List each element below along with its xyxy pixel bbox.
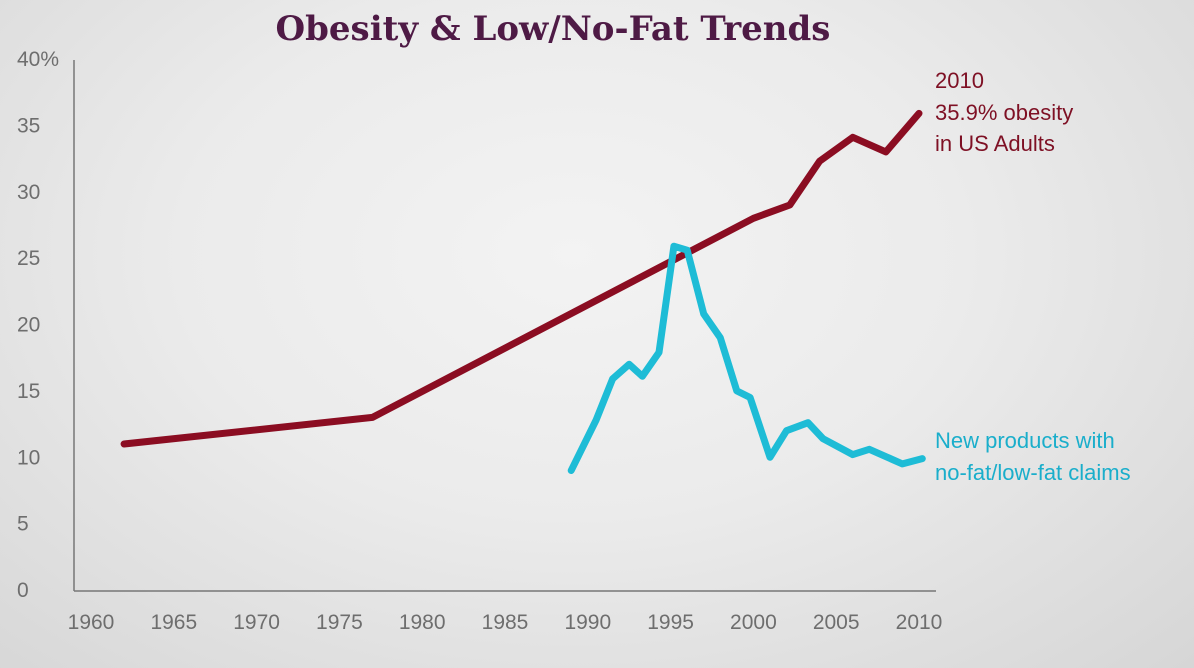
x-tick-label: 1975 xyxy=(316,611,363,634)
x-tick-label: 1965 xyxy=(150,611,197,634)
annotation-obesity-line-2: 35.9% obesity xyxy=(935,100,1073,125)
y-tick-label: 5 xyxy=(17,513,29,536)
y-tick-label: 20 xyxy=(17,314,40,337)
y-tick-label: 15 xyxy=(17,380,40,403)
annotation-products-line-1: New products with xyxy=(935,428,1115,453)
x-tick-label: 1980 xyxy=(399,611,446,634)
x-tick-label: 1990 xyxy=(564,611,611,634)
x-tick-labels: 1960 1965 1970 1975 1980 1985 1990 1995 2000 2005… xyxy=(68,611,943,634)
x-tick-label: 1995 xyxy=(647,611,694,634)
x-tick-label: 2005 xyxy=(813,611,860,634)
y-tick-label: 40% xyxy=(17,48,59,71)
x-tick-label: 1960 xyxy=(68,611,115,634)
y-tick-label: 0 xyxy=(17,579,29,602)
x-tick-label: 2010 xyxy=(896,611,943,634)
annotation-obesity-line-3: in US Adults xyxy=(935,131,1055,156)
y-tick-labels: 0 5 10 15 20 25 30 35 40% xyxy=(17,48,59,602)
x-tick-label: 1985 xyxy=(482,611,529,634)
x-tick-label: 1970 xyxy=(233,611,280,634)
annotation-products-line-2: no-fat/low-fat claims xyxy=(935,460,1131,485)
y-tick-label: 35 xyxy=(17,114,40,137)
low-fat-products-series-line xyxy=(567,242,926,474)
y-tick-label: 30 xyxy=(17,181,40,204)
obesity-series-line xyxy=(120,109,923,448)
y-tick-label: 10 xyxy=(17,446,40,469)
series-layer xyxy=(120,109,926,474)
chart-title: Obesity & Low/No-Fat Trends xyxy=(276,9,831,49)
annotation-obesity-line-1: 2010 xyxy=(935,68,984,93)
x-tick-label: 2000 xyxy=(730,611,777,634)
y-tick-label: 25 xyxy=(17,247,40,270)
